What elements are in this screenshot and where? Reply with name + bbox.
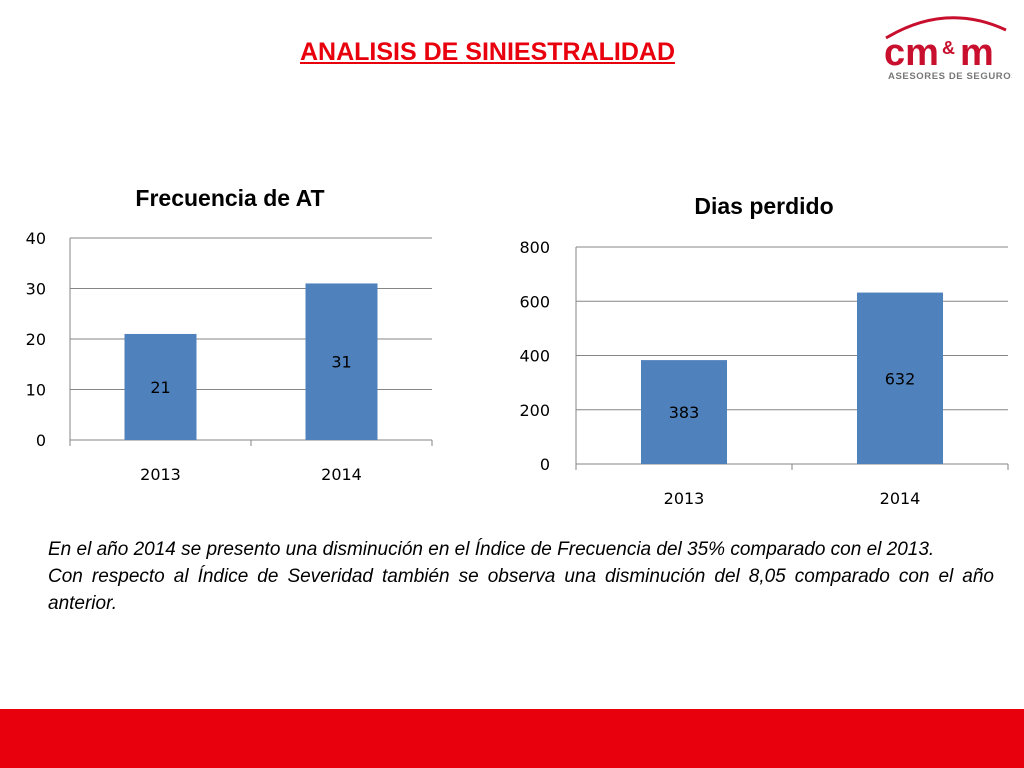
analysis-paragraph-1: En el año 2014 se presento una disminuci…: [48, 539, 935, 560]
y-tick-label: 0: [36, 431, 46, 450]
y-tick-label: 800: [519, 238, 550, 257]
analysis-paragraph-2: Con respecto al Índice de Severidad tamb…: [48, 566, 994, 614]
y-tick-label: 40: [26, 229, 46, 248]
bar: [305, 283, 378, 440]
x-tick-label: 2014: [880, 489, 921, 508]
bar: [857, 292, 943, 464]
data-label: 31: [331, 353, 351, 372]
svg-text:&: &: [942, 38, 955, 58]
chart-dias-perdido: Dias perdido 0 200 400 600 800 383 2013 632 2014: [500, 180, 1020, 520]
analysis-text: En el año 2014 se presento una disminuci…: [48, 536, 994, 617]
y-tick-label: 10: [26, 381, 46, 400]
data-label: 632: [885, 369, 916, 388]
y-tick-label: 200: [519, 401, 550, 420]
svg-text:cm: cm: [884, 32, 939, 74]
chart-title: Frecuencia de AT: [135, 185, 324, 211]
slide-title: ANALISIS DE SINIESTRALIDAD: [300, 38, 676, 66]
bar: [641, 360, 727, 464]
svg-text:m: m: [960, 32, 994, 74]
bar: [124, 333, 197, 440]
x-tick-label: 2013: [140, 465, 181, 484]
y-tick-label: 400: [519, 347, 550, 366]
data-label: 21: [150, 378, 170, 397]
chart-frecuencia-at: Frecuencia de AT 0 10 20 30 40 21 2013 31 2014: [0, 170, 460, 500]
chart-title: Dias perdido: [694, 193, 833, 219]
svg-text:ASESORES DE SEGUROS: ASESORES DE SEGUROS: [888, 71, 1012, 82]
x-tick-label: 2013: [664, 489, 705, 508]
y-tick-label: 0: [540, 455, 550, 474]
x-tick-label: 2014: [321, 465, 362, 484]
logo-graphic: cm & m ASESORES DE SEGUROS: [884, 16, 1018, 82]
y-tick-label: 600: [519, 292, 550, 311]
y-tick-label: 20: [26, 330, 46, 349]
y-tick-label: 30: [26, 280, 46, 299]
data-label: 383: [669, 403, 700, 422]
footer-band: [0, 709, 1024, 768]
company-logo: cm & m ASESORES DE SEGUROS: [880, 8, 1018, 88]
